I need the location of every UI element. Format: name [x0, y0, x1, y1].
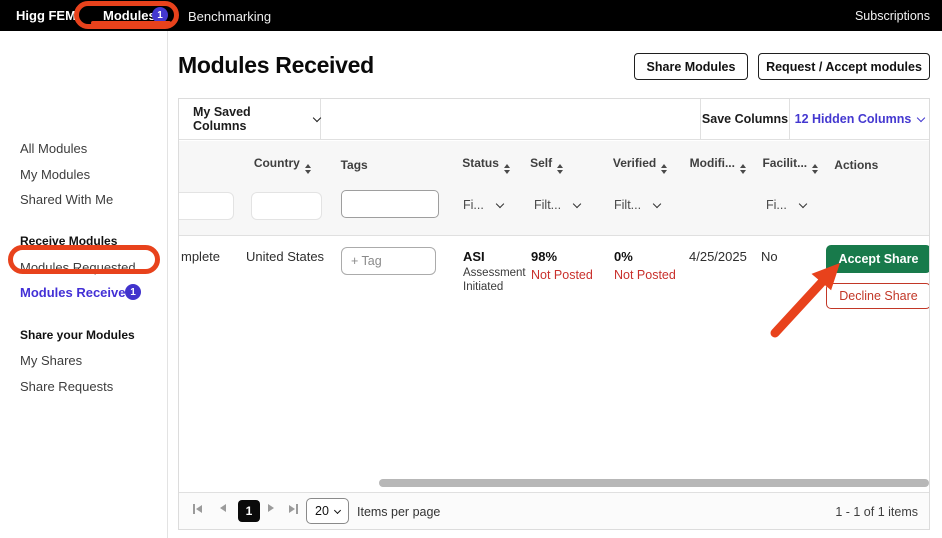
horizontal-scrollbar[interactable] — [379, 479, 929, 487]
column-header-country[interactable]: Country — [239, 156, 331, 174]
brand-logo[interactable]: Higg FEM — [16, 8, 76, 23]
status-filter-dropdown[interactable]: Fi... — [463, 198, 505, 212]
pagination-range-label: 1 - 1 of 1 items — [835, 505, 918, 519]
add-tag-input[interactable] — [341, 247, 436, 275]
sort-icon — [739, 163, 746, 174]
self-filter-dropdown[interactable]: Filt... — [534, 198, 582, 212]
cell-self: 98% Not Posted — [531, 249, 593, 282]
cell-status: ASI Assessment Initiated — [463, 249, 526, 294]
grid-header-row: Country Tags Status Self Verified Modifi… — [179, 141, 929, 188]
last-page-icon[interactable] — [289, 504, 298, 514]
share-modules-button[interactable]: Share Modules — [634, 53, 748, 80]
column-header-modified[interactable]: Modifi... — [680, 156, 755, 174]
cell-country: United States — [246, 249, 325, 264]
accept-share-button[interactable]: Accept Share — [826, 245, 929, 273]
sidebar: All Modules My Modules Shared With Me Re… — [0, 31, 168, 538]
sidebar-item-all-modules[interactable]: All Modules — [20, 141, 88, 156]
status-detail-line1: Assessment — [463, 267, 526, 279]
cell-verified: 0% Not Posted — [614, 249, 676, 282]
chevron-down-icon — [917, 113, 926, 123]
save-columns-label: Save Columns — [701, 112, 789, 126]
chevron-down-icon — [572, 199, 582, 209]
annotation-underline-modules-tab — [91, 21, 171, 25]
first-page-icon[interactable] — [193, 504, 202, 514]
sidebar-item-my-shares[interactable]: My Shares — [20, 353, 83, 368]
country-filter-input[interactable] — [251, 192, 322, 220]
sort-icon — [557, 163, 564, 174]
hidden-columns-label: 12 Hidden Columns — [794, 112, 912, 126]
sort-icon — [304, 163, 311, 174]
previous-page-icon[interactable] — [220, 504, 226, 512]
items-per-page-label: Items per page — [357, 505, 441, 519]
sidebar-section-receive-modules: Receive Modules — [20, 234, 118, 248]
page-size-select[interactable]: 20 — [306, 498, 349, 524]
toolbar-spacer — [321, 99, 700, 139]
sort-icon — [661, 163, 668, 174]
name-filter-input[interactable] — [179, 192, 234, 220]
pagination-bar: 1 20 Items per page 1 - 1 of 1 items — [179, 492, 929, 529]
verified-status-badge: Not Posted — [614, 268, 676, 282]
sidebar-item-my-modules[interactable]: My Modules — [20, 167, 91, 182]
page-title: Modules Received — [178, 52, 374, 78]
my-saved-columns-dropdown[interactable]: My Saved Columns — [179, 99, 322, 139]
sort-icon — [812, 163, 819, 174]
next-page-icon[interactable] — [268, 504, 274, 512]
current-page-button[interactable]: 1 — [238, 500, 260, 522]
top-nav-bar: Higg FEM Modules 1 Benchmarking Subscrip… — [0, 0, 942, 31]
table-row: mplete United States ASI AssessmentIniti… — [179, 236, 929, 336]
cell-facility: No — [761, 249, 778, 264]
sidebar-item-modules-received[interactable]: Modules Received — [20, 285, 134, 300]
chevron-down-icon — [652, 199, 662, 209]
chevron-down-icon — [495, 199, 505, 209]
modules-received-count-badge: 1 — [125, 284, 141, 300]
column-header-facility[interactable]: Facilit... — [754, 156, 819, 174]
status-code: ASI — [463, 249, 485, 264]
column-header-tags[interactable]: Tags — [340, 157, 368, 172]
tab-modules[interactable]: Modules — [103, 8, 156, 23]
sidebar-item-shared-with-me[interactable]: Shared With Me — [20, 192, 114, 207]
column-header-actions: Actions — [834, 157, 879, 172]
chevron-down-icon — [312, 113, 322, 123]
hidden-columns-dropdown[interactable]: 12 Hidden Columns — [789, 99, 929, 139]
modules-count-badge: 1 — [152, 7, 168, 23]
tab-benchmarking[interactable]: Benchmarking — [188, 9, 272, 24]
subscriptions-link[interactable]: Subscriptions — [854, 9, 930, 23]
column-header-status[interactable]: Status — [448, 156, 520, 174]
verified-percentage: 0% — [614, 249, 633, 264]
chevron-down-icon — [333, 506, 341, 514]
chevron-down-icon — [798, 199, 808, 209]
cell-module-name: mplete — [181, 249, 221, 264]
verified-filter-dropdown[interactable]: Filt... — [614, 198, 662, 212]
modules-grid: My Saved Columns Save Columns 12 Hidden … — [178, 98, 930, 530]
decline-share-button[interactable]: Decline Share — [826, 283, 929, 309]
my-saved-columns-label: My Saved Columns — [193, 105, 251, 133]
column-header-verified[interactable]: Verified — [600, 156, 680, 174]
sidebar-item-modules-requested[interactable]: Modules Requested — [20, 260, 136, 275]
sidebar-item-share-requests[interactable]: Share Requests — [20, 379, 114, 394]
sidebar-section-share-your-modules: Share your Modules — [20, 328, 135, 342]
column-header-self[interactable]: Self — [520, 156, 600, 174]
status-detail-line2: Initiated — [463, 280, 504, 293]
sort-icon — [503, 163, 510, 174]
save-columns-button[interactable]: Save Columns — [700, 99, 789, 139]
self-status-badge: Not Posted — [531, 268, 593, 282]
facility-filter-dropdown[interactable]: Fi... — [766, 198, 808, 212]
tags-filter-input[interactable] — [341, 190, 439, 218]
grid-toolbar: My Saved Columns Save Columns 12 Hidden … — [179, 99, 929, 140]
self-percentage: 98% — [531, 249, 558, 264]
request-accept-modules-button[interactable]: Request / Accept modules — [758, 53, 930, 80]
cell-modified-date: 4/25/2025 — [689, 249, 747, 264]
grid-filter-row: Fi... Filt... Filt... Fi... — [179, 188, 929, 236]
